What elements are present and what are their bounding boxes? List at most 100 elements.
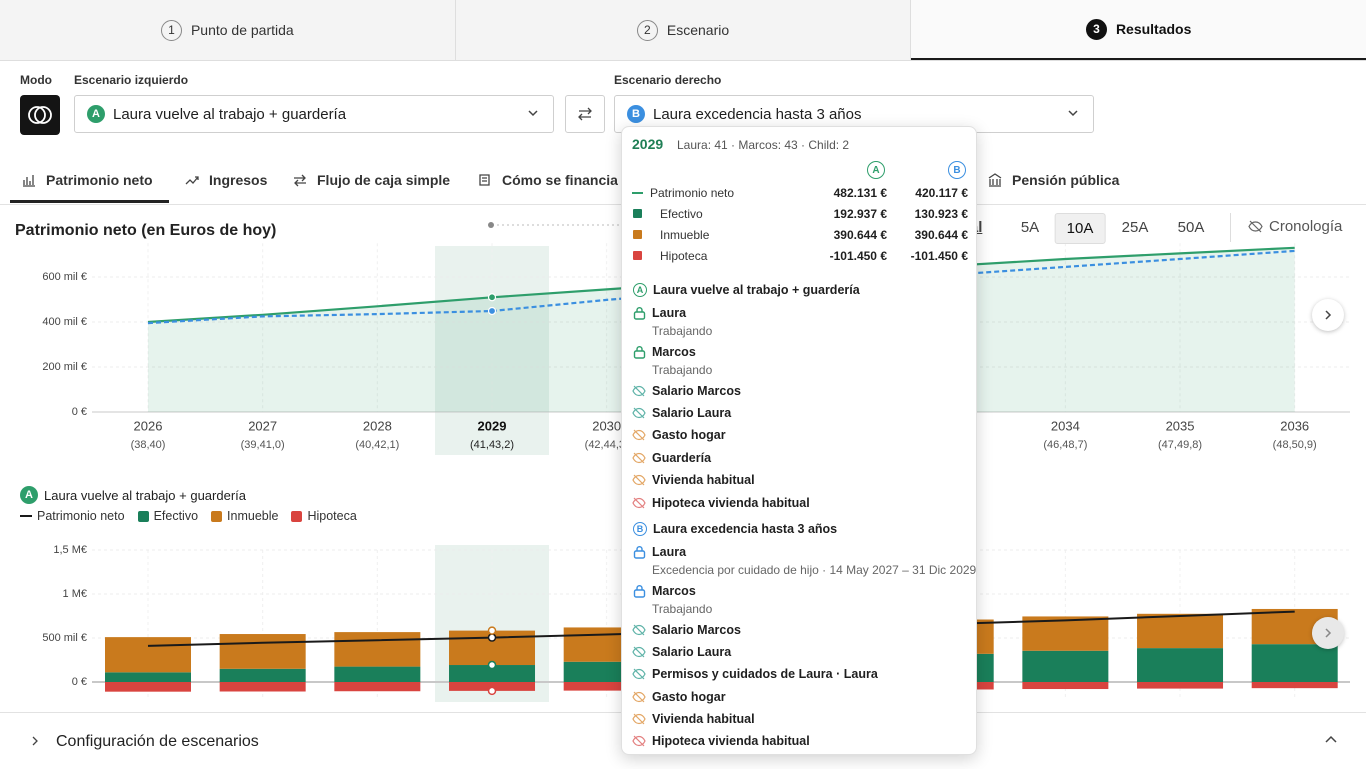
- bar-segment: [563, 682, 650, 691]
- bar-segment: [334, 682, 421, 692]
- item-text: Gasto hogar: [652, 686, 726, 708]
- item-icon: [632, 424, 646, 446]
- column-badge: A: [867, 161, 885, 179]
- item-icon: [632, 302, 646, 324]
- tab-icon: [988, 173, 1002, 187]
- timeline-toggle-label: Cronología: [1269, 218, 1343, 235]
- chevron: [528, 110, 538, 117]
- bar-segment: [219, 682, 306, 692]
- tooltip-item: Gasto hogar: [622, 424, 978, 446]
- tooltip-item: Marcos Trabajando: [622, 580, 978, 619]
- chevron: [1325, 628, 1332, 638]
- row-label: Hipoteca: [660, 248, 708, 263]
- bar-segment: [1022, 650, 1109, 682]
- mode-button[interactable]: [20, 95, 60, 135]
- y-tick-label: 0 €: [72, 676, 87, 688]
- y-tick-label: 200 mil €: [42, 361, 87, 373]
- x-tick-label: 2030: [592, 418, 621, 433]
- step[interactable]: 2 Escenario: [456, 0, 912, 60]
- item-icon: [632, 541, 646, 563]
- mode-icon: [28, 106, 52, 124]
- hover-marker: [487, 686, 497, 696]
- item-label: Salario Marcos: [652, 622, 741, 637]
- right-scenario-label: Escenario derecho: [614, 73, 722, 87]
- item-label: Salario Laura: [652, 644, 732, 659]
- item-label: Guardería: [652, 450, 712, 465]
- tooltip-meta: Laura: 41 · Marcos: 43 · Child: 2: [677, 138, 850, 152]
- scroll-right-button[interactable]: [1312, 299, 1344, 331]
- range-button[interactable]: 50A: [1177, 219, 1205, 236]
- range-button[interactable]: 25A: [1121, 219, 1149, 236]
- item-icon: [632, 663, 646, 685]
- bar-segment: [1251, 682, 1338, 689]
- tooltip-item: Vivienda habitual: [622, 708, 978, 730]
- tooltip-item: Hipoteca vivienda habitual: [622, 492, 978, 514]
- left-scenario-label: Escenario izquierdo: [74, 73, 189, 87]
- step-label: Resultados: [1115, 21, 1192, 37]
- item-icon: [632, 730, 646, 752]
- x-tick-label: 2036: [1280, 418, 1309, 433]
- row-value: 390.644 €: [914, 227, 968, 242]
- item-icon: [632, 708, 646, 730]
- tab[interactable]: Flujo de caja simple: [293, 172, 450, 188]
- item-label: Vivienda habitual: [652, 712, 755, 727]
- legend-label: Inmueble: [227, 509, 279, 523]
- x-tick-sublabel: (48,50,9): [1273, 439, 1317, 451]
- eye-off-icon: [632, 407, 646, 419]
- range-button[interactable]: 5A: [1020, 219, 1040, 236]
- section-title: Laura excedencia hasta 3 años: [653, 521, 838, 536]
- row-value: 482.131 €: [833, 185, 887, 200]
- scenario-value: Laura excedencia hasta 3 años: [653, 105, 862, 123]
- y-tick-label: 500 mil €: [42, 632, 87, 644]
- row-value: 420.117 €: [915, 185, 968, 200]
- scroll-right-button[interactable]: [1312, 617, 1344, 649]
- eye-off-icon: [632, 736, 646, 747]
- eye-off-icon: [632, 624, 646, 635]
- range-button[interactable]: 10A: [1054, 213, 1106, 244]
- bar-segment: [219, 668, 306, 682]
- legend-item: Patrimonio neto: [20, 509, 125, 523]
- item-text: Marcos Trabajando: [652, 580, 712, 617]
- step-number: 2: [636, 19, 658, 41]
- scenario-badge: B: [627, 105, 645, 123]
- row-label: Patrimonio neto: [650, 185, 735, 200]
- x-tick-sublabel: (41,43,2): [470, 439, 514, 451]
- tab[interactable]: Pensión pública: [988, 172, 1119, 188]
- legend-swatch: [137, 510, 149, 522]
- eye-off-icon: [632, 385, 646, 397]
- item-text: Salario Laura: [652, 402, 731, 424]
- section-header: B Laura excedencia hasta 3 años: [622, 517, 978, 541]
- swap-button[interactable]: [565, 95, 605, 133]
- eye-off-icon: [632, 429, 646, 441]
- tab-icon: [185, 176, 199, 185]
- x-tick-label: 2028: [363, 418, 392, 433]
- left-scenario-select[interactable]: A Laura vuelve al trabajo + guardería: [74, 95, 554, 133]
- mode-label: Modo: [20, 73, 52, 87]
- timeline-toggle[interactable]: Cronología: [1248, 218, 1342, 235]
- item-text: Salario Laura: [652, 641, 731, 663]
- section-title: Laura vuelve al trabajo + guardería: [653, 283, 860, 297]
- step[interactable]: 3 Resultados: [911, 0, 1366, 60]
- item-detail: Trabajando: [652, 324, 713, 338]
- tab-label: Patrimonio neto: [46, 172, 153, 188]
- x-tick-label: 2034: [1051, 418, 1080, 433]
- tab-label: Pensión pública: [1012, 172, 1120, 188]
- chevron: [1068, 110, 1078, 117]
- tooltip-item: Guardería: [622, 447, 978, 469]
- item-text: Salario Marcos: [652, 619, 741, 641]
- tab[interactable]: Ingresos: [185, 172, 267, 188]
- timeline-handle[interactable]: [488, 222, 494, 228]
- tab[interactable]: Patrimonio neto: [10, 172, 169, 203]
- eye-off-icon: [632, 691, 646, 703]
- x-tick-sublabel: (47,49,8): [1158, 439, 1202, 451]
- item-label: Laura: [652, 306, 687, 320]
- row-value: -101.450 €: [829, 248, 887, 263]
- section-badge: B: [633, 521, 647, 536]
- step[interactable]: 1 Punto de partida: [0, 0, 456, 60]
- footer-title: Configuración de escenarios: [56, 733, 259, 750]
- hover-marker: [487, 306, 497, 316]
- item-icon: [632, 402, 646, 424]
- row-value: 192.937 €: [833, 206, 887, 221]
- eye-off-icon: [632, 452, 646, 464]
